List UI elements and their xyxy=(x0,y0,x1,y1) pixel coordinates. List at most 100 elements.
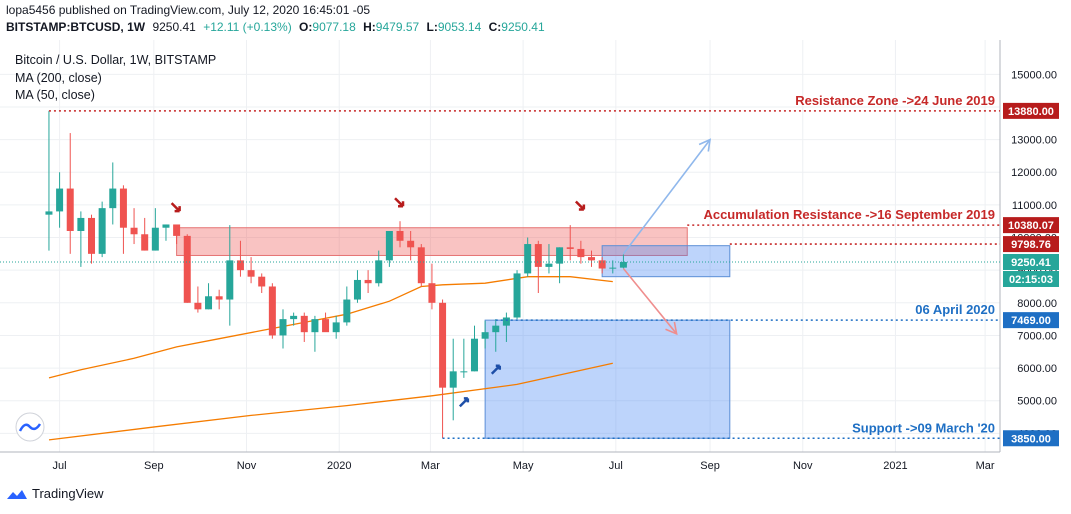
level-note: Accumulation Resistance ->16 September 2… xyxy=(703,207,995,222)
candle-body xyxy=(66,188,74,231)
candle-body xyxy=(215,296,223,300)
price-tick-label: 8000.00 xyxy=(1017,298,1057,310)
candle-body xyxy=(609,267,617,269)
candle-body xyxy=(534,244,542,267)
tradingview-logo-icon xyxy=(7,489,27,499)
time-tick-label: Jul xyxy=(609,460,623,472)
candle-body xyxy=(396,230,404,241)
legend-ma50: MA (50, close) xyxy=(15,88,95,102)
sell-arrow-icon xyxy=(170,202,181,213)
level-price-label-bg xyxy=(1003,312,1059,329)
candle-body xyxy=(364,279,372,284)
price-axis[interactable]: 4000.005000.006000.007000.008000.009000.… xyxy=(1003,69,1059,447)
tv-watermark-icon xyxy=(15,412,45,442)
last-price-label-bg xyxy=(1003,253,1059,270)
candle-body xyxy=(88,217,96,254)
time-tick-label: May xyxy=(513,460,534,472)
price-tick-label: 7000.00 xyxy=(1017,330,1057,342)
high-label: H: xyxy=(363,20,376,34)
candle-body xyxy=(492,325,500,333)
candle-body xyxy=(45,211,53,215)
legend: Bitcoin / U.S. Dollar, 1W, BITSTAMP MA (… xyxy=(15,53,216,102)
price-change: +12.11 (+0.13%) xyxy=(203,20,292,34)
candle-body xyxy=(524,244,532,274)
time-axis[interactable]: Jul Sep Nov 2020 Mar May Jul Sep Nov 2021 Mar xyxy=(53,460,995,472)
close-value: 9250.41 xyxy=(501,20,545,34)
ma-line xyxy=(48,362,613,441)
zone-support xyxy=(484,319,731,439)
published-line: lopa5456 published on TradingView.com, J… xyxy=(6,3,371,17)
candle-body xyxy=(322,319,330,333)
time-tick-label: 2021 xyxy=(883,460,907,472)
chart-header: lopa5456 published on TradingView.com, J… xyxy=(6,2,549,36)
candle-body xyxy=(162,224,170,228)
candle-body xyxy=(226,260,234,300)
price-tick-label: 15000.00 xyxy=(1011,69,1057,81)
level-price-label-bg xyxy=(1003,217,1059,234)
level-price-label: 9798.76 xyxy=(1011,239,1051,251)
candle-body xyxy=(332,322,340,333)
legend-title: Bitcoin / U.S. Dollar, 1W, BITSTAMP xyxy=(15,53,216,67)
candle-body xyxy=(513,273,521,318)
candle-body xyxy=(98,208,106,254)
last-price-label: 9250.41 xyxy=(1011,257,1051,269)
candle-body xyxy=(343,299,351,323)
markers xyxy=(170,197,586,408)
close-label: C: xyxy=(488,20,502,34)
time-tick-label: Sep xyxy=(144,460,164,472)
time-tick-label: Nov xyxy=(793,460,813,472)
level-price-label: 10380.07 xyxy=(1008,220,1054,232)
levels: Resistance Zone ->24 June 2019 Accumulati… xyxy=(0,93,1000,440)
candle-body xyxy=(428,283,436,303)
candle-body xyxy=(151,227,159,251)
price-tick-label: 5000.00 xyxy=(1017,396,1057,408)
candle-body xyxy=(545,263,553,267)
projection-up-arrowhead xyxy=(698,138,712,152)
candle-body xyxy=(236,260,244,271)
candle-body xyxy=(119,188,127,228)
candle-body xyxy=(311,319,319,333)
countdown-label: 02:15:03 xyxy=(1009,274,1053,286)
symbol-name: BITSTAMP:BTCUSD, 1W xyxy=(6,20,146,34)
time-tick-label: 2020 xyxy=(327,460,351,472)
level-note: Resistance Zone ->24 June 2019 xyxy=(795,93,995,108)
time-tick-label: Mar xyxy=(976,460,995,472)
price-tick-label: 11000.00 xyxy=(1012,200,1057,212)
ohlc-line: BITSTAMP:BTCUSD, 1W 9250.41 +12.11 (+0.1… xyxy=(6,19,549,36)
high-value: 9479.57 xyxy=(375,20,420,34)
level-price-label: 13880.00 xyxy=(1008,106,1054,118)
candle-body xyxy=(279,319,287,336)
candle-body xyxy=(268,286,276,336)
candle-body xyxy=(407,240,415,248)
candle-body xyxy=(77,217,85,231)
level-note: 06 April 2020 xyxy=(915,302,995,317)
candle-body xyxy=(375,260,383,284)
projection-down-arrowhead xyxy=(665,321,678,336)
candle-body xyxy=(247,270,255,277)
level-price-label-bg xyxy=(1003,430,1059,447)
candle-body xyxy=(439,302,447,388)
candle-body xyxy=(460,371,468,373)
candle-body xyxy=(205,296,213,310)
candle-body xyxy=(183,235,191,303)
last-price: 9250.41 xyxy=(152,20,196,34)
price-tick-label: 13000.00 xyxy=(1011,135,1057,147)
zone-accumulation xyxy=(601,245,731,278)
candle-body xyxy=(109,188,117,209)
candle-body xyxy=(502,317,510,326)
candle-body xyxy=(385,230,393,261)
open-value: 9077.18 xyxy=(312,20,356,34)
candle-body xyxy=(619,262,627,268)
zones xyxy=(176,227,731,439)
open-label: O: xyxy=(299,20,313,34)
time-tick-label: Mar xyxy=(421,460,440,472)
candle-body xyxy=(258,276,266,287)
countdown-label-bg xyxy=(1003,270,1059,287)
projection-up-line xyxy=(622,139,711,255)
time-tick-label: Nov xyxy=(237,460,257,472)
level-price-label-bg xyxy=(1003,102,1059,119)
candle-body xyxy=(481,332,489,339)
level-note: Support ->09 March '20 xyxy=(852,420,995,435)
level-price-label: 7469.00 xyxy=(1011,315,1051,327)
